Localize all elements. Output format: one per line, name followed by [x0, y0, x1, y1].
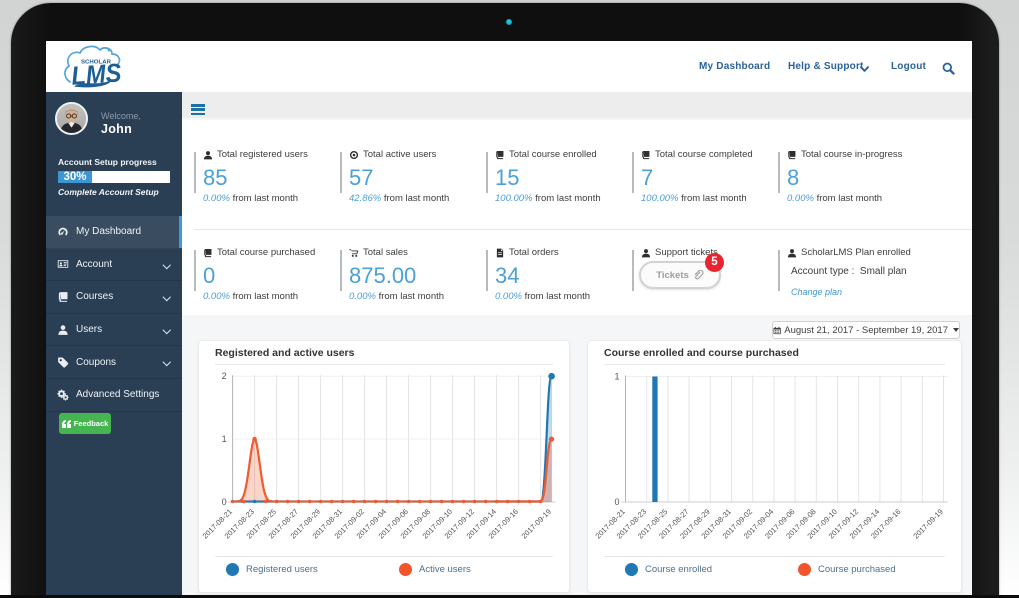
svg-text:2017-09-19: 2017-09-19: [520, 507, 553, 540]
svg-text:0: 0: [614, 497, 619, 507]
svg-text:2017-09-19: 2017-09-19: [911, 507, 944, 540]
svg-text:0: 0: [222, 497, 227, 507]
svg-text:1: 1: [222, 434, 227, 444]
svg-text:1: 1: [614, 372, 619, 382]
svg-text:2: 2: [222, 371, 227, 381]
svg-text:SCHOLAR: SCHOLAR: [81, 60, 111, 66]
